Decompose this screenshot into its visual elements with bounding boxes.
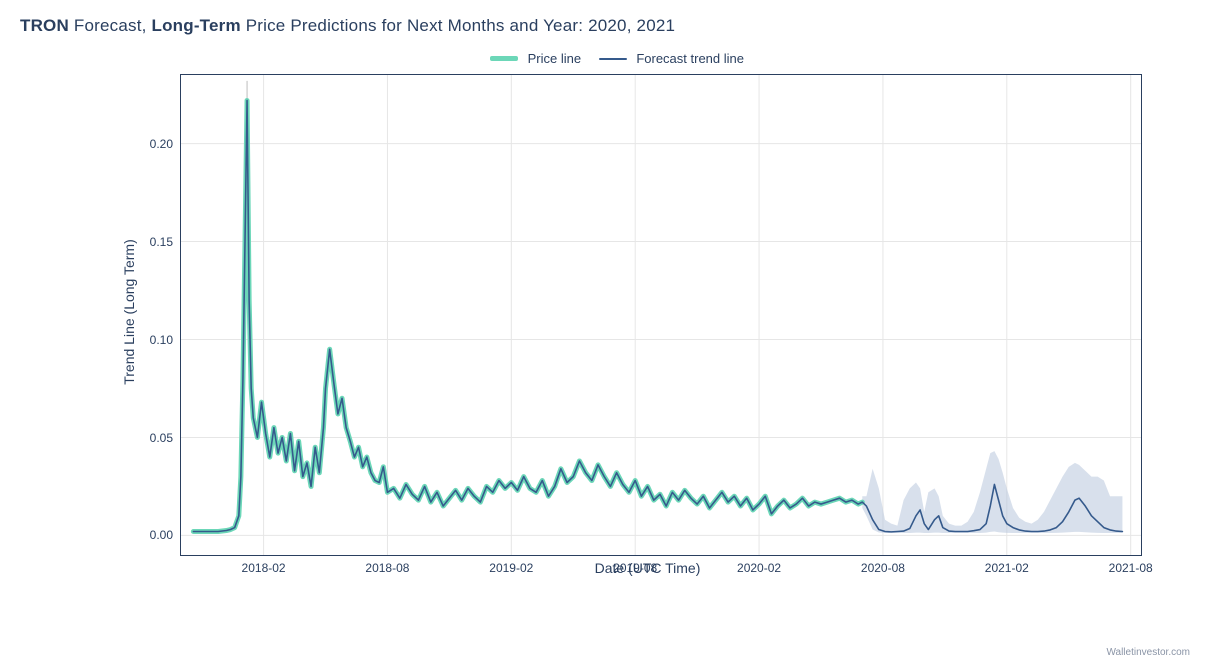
x-tick-label: 2021-08	[1109, 555, 1153, 575]
y-tick-label: 0.10	[150, 333, 181, 347]
chart-title: TRON Forecast, Long-Term Price Predictio…	[0, 0, 1220, 36]
chart-legend: Price line Forecast trend line	[0, 36, 1220, 70]
chart-svg	[181, 75, 1141, 555]
legend-swatch-forecast	[599, 58, 627, 60]
x-tick-label: 2018-08	[365, 555, 409, 575]
title-bold2: Long-Term	[151, 16, 240, 35]
x-tick-label: 2019-02	[489, 555, 533, 575]
legend-label-forecast: Forecast trend line	[636, 51, 744, 66]
title-bold1: TRON	[20, 16, 69, 35]
attribution-text: Walletinvestor.com	[1106, 647, 1190, 658]
y-tick-label: 0.05	[150, 431, 181, 445]
x-tick-label: 2018-02	[242, 555, 286, 575]
y-axis-label: Trend Line (Long Term)	[121, 239, 137, 385]
legend-label-price: Price line	[528, 51, 581, 66]
legend-swatch-price	[490, 56, 518, 61]
x-tick-label: 2020-02	[737, 555, 781, 575]
y-tick-label: 0.00	[150, 528, 181, 542]
y-tick-label: 0.15	[150, 235, 181, 249]
plot-area[interactable]: 0.000.050.100.150.202018-022018-082019-0…	[180, 74, 1142, 556]
title-plain2: Price Predictions for Next Months and Ye…	[241, 16, 675, 35]
chart-area: Trend Line (Long Term) 0.000.050.100.150…	[30, 70, 1190, 554]
y-tick-label: 0.20	[150, 137, 181, 151]
x-tick-label: 2021-02	[985, 555, 1029, 575]
title-plain1: Forecast,	[69, 16, 152, 35]
x-tick-label: 2019-08	[613, 555, 657, 575]
x-tick-label: 2020-08	[861, 555, 905, 575]
